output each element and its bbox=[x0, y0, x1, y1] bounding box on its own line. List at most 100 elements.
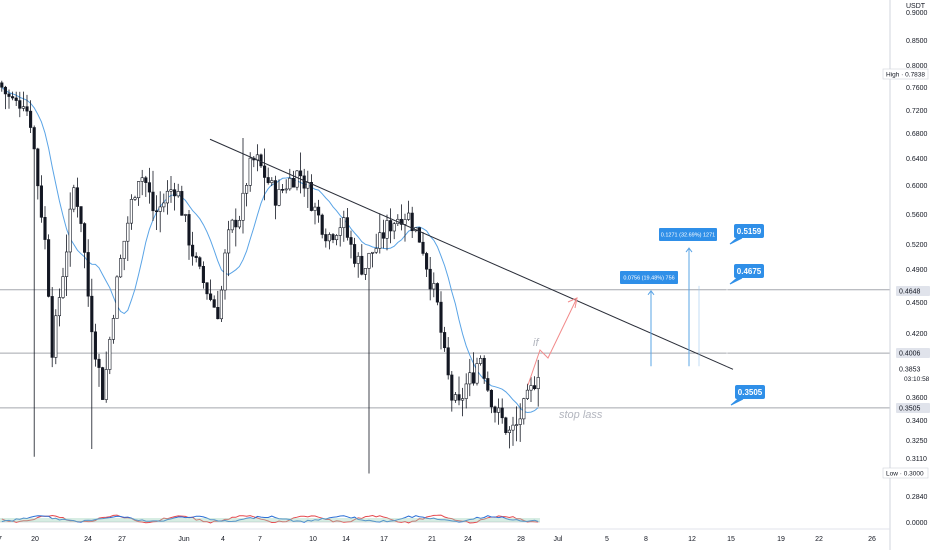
candle-body-66 bbox=[237, 220, 241, 228]
candle-body-10 bbox=[36, 148, 40, 187]
candle-body-137 bbox=[493, 406, 497, 413]
trendline bbox=[209, 138, 734, 370]
candle-body-25 bbox=[90, 295, 94, 333]
candle-body-57 bbox=[205, 282, 209, 295]
x-tick-label-6: 7 bbox=[258, 536, 262, 543]
badge-level-3-text: 0.3505 bbox=[899, 406, 921, 413]
y-tick-label-8: 0.5600 bbox=[906, 212, 928, 219]
x-tick-label-4: Jun bbox=[178, 536, 189, 543]
candle-body-134 bbox=[482, 358, 486, 379]
oscillator-red-line bbox=[1, 514, 539, 524]
candle-body-138 bbox=[497, 407, 501, 413]
candle-body-94 bbox=[338, 227, 342, 236]
candle-body-20 bbox=[72, 187, 76, 210]
axis-background bbox=[890, 0, 932, 550]
candle-body-100 bbox=[360, 255, 364, 275]
candle-body-63 bbox=[227, 229, 231, 254]
x-tick-label-9: 17 bbox=[380, 536, 388, 543]
candle-body-97 bbox=[349, 237, 353, 245]
oscillator-pane bbox=[0, 514, 540, 524]
x-tick-label-8: 14 bbox=[342, 536, 350, 543]
badge-level-1-box bbox=[896, 286, 930, 296]
y-tick-label-7: 0.6000 bbox=[906, 183, 928, 190]
candle-body-5 bbox=[18, 100, 22, 109]
candle-body-149 bbox=[536, 377, 540, 389]
candle-body-4 bbox=[14, 97, 18, 101]
candle-body-50 bbox=[180, 191, 184, 216]
candle-body-11 bbox=[39, 185, 43, 218]
candle-body-12 bbox=[43, 217, 47, 240]
candle-body-64 bbox=[230, 219, 234, 231]
measure-2-label-text: 0.1271 (32.69%) 1271 bbox=[661, 232, 715, 238]
candle-body-24 bbox=[86, 252, 90, 297]
target-1-pointer bbox=[729, 277, 743, 285]
oscillator-band bbox=[0, 518, 540, 522]
stop-target-text: 0.3505 bbox=[738, 388, 763, 397]
measure-1-label-box bbox=[620, 271, 678, 284]
candle-body-90 bbox=[324, 234, 328, 242]
measure-1-label-text: 0.0756 (19.48%) 756 bbox=[623, 275, 674, 281]
candle-body-9 bbox=[32, 127, 36, 150]
horizontal-levels bbox=[0, 289, 890, 409]
candle-body-147 bbox=[529, 385, 533, 391]
x-tick-label-17: 15 bbox=[727, 536, 735, 543]
candle-body-41 bbox=[147, 182, 151, 193]
candle-body-127 bbox=[457, 394, 461, 401]
candle-body-59 bbox=[212, 299, 216, 308]
candle-body-141 bbox=[507, 429, 511, 433]
measure-1-head bbox=[647, 289, 655, 296]
stop-target-box bbox=[735, 385, 765, 399]
candle-body-124 bbox=[446, 347, 450, 376]
candle-body-45 bbox=[162, 202, 166, 208]
candle-body-17 bbox=[61, 276, 65, 298]
candle-body-103 bbox=[371, 251, 375, 254]
y-tick-label-17: 0.3110 bbox=[906, 456, 927, 463]
candle-body-129 bbox=[464, 383, 468, 399]
candle-body-14 bbox=[50, 296, 54, 358]
y-tick-label-9: 0.5200 bbox=[906, 242, 928, 249]
target-2-box bbox=[734, 224, 764, 238]
candle-body-131 bbox=[471, 372, 475, 384]
currency-label: USDT bbox=[906, 3, 926, 10]
target-2-text: 0.5159 bbox=[737, 227, 762, 236]
candle-body-22 bbox=[79, 206, 83, 224]
candle-body-31 bbox=[111, 318, 115, 340]
badge-last-text: 0.3853 bbox=[899, 367, 921, 374]
x-tick-label-14: 5 bbox=[605, 536, 609, 543]
measure-2-head bbox=[685, 247, 693, 253]
candle-body-6 bbox=[21, 106, 25, 109]
candle-body-136 bbox=[489, 389, 493, 408]
candle-body-126 bbox=[453, 394, 457, 401]
target-1-box bbox=[734, 264, 764, 278]
candle-body-75 bbox=[270, 180, 274, 183]
candle-body-47 bbox=[169, 189, 173, 192]
candle-body-109 bbox=[392, 223, 396, 232]
candle-body-108 bbox=[389, 220, 393, 232]
candle-body-69 bbox=[248, 157, 252, 186]
candle-body-51 bbox=[183, 214, 187, 216]
moving-average bbox=[1, 86, 539, 414]
candle-body-95 bbox=[342, 217, 346, 229]
candle-body-16 bbox=[57, 297, 61, 317]
x-tick-label-3: 27 bbox=[118, 536, 126, 543]
candle-body-42 bbox=[151, 191, 155, 212]
y-tick-label-2: 0.8000 bbox=[906, 63, 928, 70]
y-tick-label-19: 0.0000 bbox=[906, 520, 928, 527]
if-annotation: if bbox=[533, 337, 539, 349]
candle-body-35 bbox=[126, 222, 130, 242]
target-1-text: 0.4675 bbox=[737, 267, 762, 276]
candle-body-73 bbox=[263, 165, 267, 178]
badge-level-1-text: 0.4648 bbox=[899, 289, 921, 296]
candle-body-82 bbox=[295, 170, 299, 188]
badge-level-3-box bbox=[896, 403, 930, 413]
candle-body-91 bbox=[327, 234, 331, 242]
candle-body-23 bbox=[83, 223, 87, 253]
candle-body-2 bbox=[7, 93, 11, 97]
candles bbox=[0, 80, 540, 474]
candle-body-143 bbox=[515, 424, 519, 426]
candle-body-0 bbox=[0, 82, 4, 88]
candle-body-121 bbox=[435, 283, 439, 303]
candle-body-96 bbox=[345, 217, 349, 238]
badge-high-text: High · 0.7838 bbox=[886, 72, 925, 79]
